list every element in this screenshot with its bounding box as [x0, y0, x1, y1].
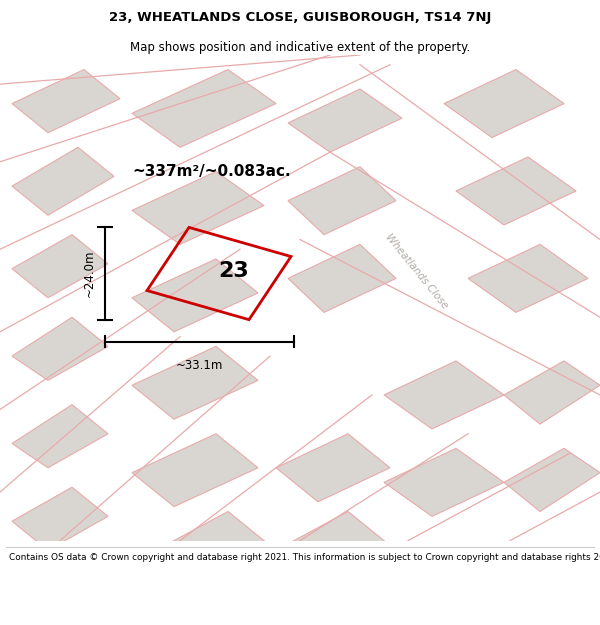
- Polygon shape: [12, 318, 108, 381]
- Polygon shape: [132, 434, 258, 507]
- Polygon shape: [12, 234, 108, 298]
- Polygon shape: [384, 448, 504, 516]
- Polygon shape: [288, 89, 402, 152]
- Polygon shape: [504, 448, 600, 511]
- Polygon shape: [384, 361, 504, 429]
- Polygon shape: [12, 148, 114, 215]
- Polygon shape: [276, 511, 390, 579]
- Polygon shape: [288, 244, 396, 312]
- Text: 23, WHEATLANDS CLOSE, GUISBOROUGH, TS14 7NJ: 23, WHEATLANDS CLOSE, GUISBOROUGH, TS14 …: [109, 11, 491, 24]
- Text: Map shows position and indicative extent of the property.: Map shows position and indicative extent…: [130, 41, 470, 54]
- Polygon shape: [12, 488, 108, 551]
- Polygon shape: [504, 361, 600, 424]
- Polygon shape: [276, 434, 390, 502]
- Polygon shape: [132, 69, 276, 148]
- Polygon shape: [444, 69, 564, 138]
- Polygon shape: [132, 346, 258, 419]
- Polygon shape: [156, 511, 270, 579]
- Polygon shape: [12, 69, 120, 132]
- Text: Wheatlands Close: Wheatlands Close: [384, 232, 450, 311]
- Polygon shape: [288, 167, 396, 234]
- Polygon shape: [456, 157, 576, 225]
- Polygon shape: [132, 171, 264, 244]
- Text: ~33.1m: ~33.1m: [176, 359, 223, 371]
- Text: Contains OS data © Crown copyright and database right 2021. This information is : Contains OS data © Crown copyright and d…: [9, 553, 600, 562]
- Polygon shape: [12, 404, 108, 468]
- Text: 23: 23: [218, 261, 250, 281]
- Polygon shape: [468, 244, 588, 312]
- Text: ~24.0m: ~24.0m: [83, 250, 96, 298]
- Polygon shape: [132, 259, 258, 332]
- Text: ~337m²/~0.083ac.: ~337m²/~0.083ac.: [132, 164, 290, 179]
